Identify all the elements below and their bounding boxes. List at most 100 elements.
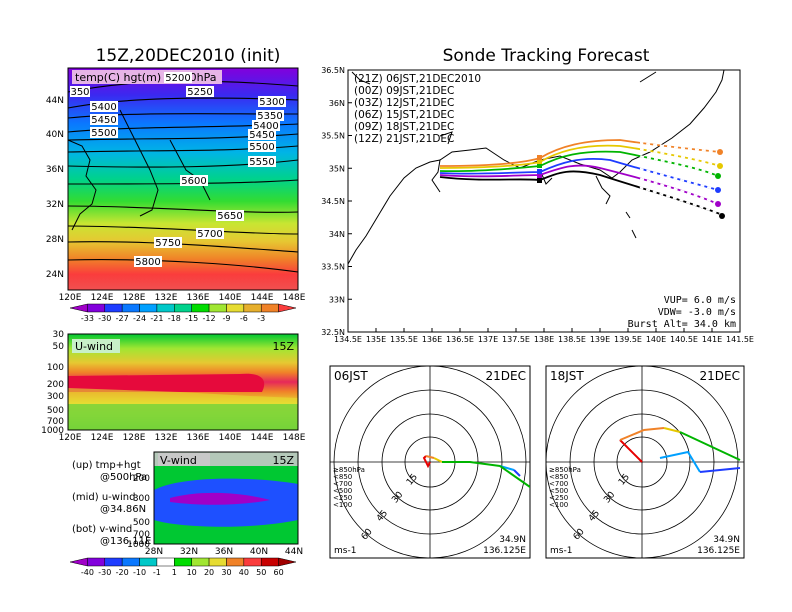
colorbar-label: -21 (150, 314, 163, 323)
track-title: Sonde Tracking Forecast (443, 46, 650, 66)
burst-point (717, 163, 723, 169)
map-lon-label: 136E (187, 293, 210, 303)
wind-colorbar-label: 50 (256, 568, 266, 577)
wind-colorbar-label: -1 (153, 568, 161, 577)
track-y-tick: 35N (329, 164, 345, 173)
uwind-y-tick: 500 (47, 406, 64, 416)
hodo-unit: ms-1 (550, 546, 572, 556)
colorbar-label: -24 (133, 314, 146, 323)
map-lat-labels: 44N 40N 36N 32N 28N 24N (46, 96, 64, 280)
uwind-x-tick: 140E (219, 433, 242, 443)
colorbar-label: -6 (240, 314, 248, 323)
svg-text:@136.11E: @136.11E (100, 536, 151, 547)
track-line (439, 164, 719, 205)
track-y-tick: 32.5N (321, 328, 345, 337)
track-x-tick: 138.5E (558, 335, 586, 344)
colorbar-label: -30 (98, 314, 111, 323)
svg-text:5250: 5250 (187, 87, 212, 98)
vwind-label: V-wind (160, 454, 197, 467)
wind-colorbar-swatch (121, 557, 140, 567)
left-title: 15Z,20DEC2010 (init) (96, 46, 281, 66)
wind-colorbar-label: -40 (81, 568, 94, 577)
track-x-tick: 137.5E (502, 335, 530, 344)
hodo-legend-entry: <100 (549, 501, 568, 509)
track-x-tick: 140E (646, 335, 666, 344)
wind-colorbar-swatch (69, 557, 88, 567)
track-y-tick: 36.5N (321, 66, 345, 75)
map-lon-label: 148E (283, 293, 306, 303)
svg-text:24N: 24N (46, 270, 64, 280)
svg-text:5450: 5450 (249, 130, 274, 141)
colorbar-label: -27 (116, 314, 129, 323)
vwind-x-tick: 28N (145, 547, 163, 557)
wind-colorbar-label: -30 (98, 568, 111, 577)
svg-text:5400: 5400 (91, 102, 116, 113)
vwind-y-tick: 200 (133, 474, 150, 484)
burst-point (715, 187, 721, 193)
track-y-tick: 34.5N (321, 197, 345, 206)
svg-text:5550: 5550 (249, 157, 274, 168)
hodo-trace (442, 461, 501, 467)
track-x-tick: 140.5E (670, 335, 698, 344)
svg-text:5600: 5600 (181, 176, 206, 187)
track-marker (537, 155, 542, 160)
track-legend-entry: (00Z) 09JST,21DEC (354, 85, 454, 97)
burst-point (715, 201, 721, 207)
hodo-trace (513, 469, 521, 477)
uwind-jet-core (68, 373, 265, 392)
wind-colorbar: -40 -30 -20 -10 -1 1 10 20 30 40 50 60 (69, 557, 297, 577)
colorbar-swatch (243, 303, 262, 313)
svg-text:5500: 5500 (249, 142, 274, 153)
vwind-x-tick: 36N (215, 547, 233, 557)
hodo-legend-entry: <850 (549, 473, 568, 481)
uwind-x-ticks: 120E 124E 128E 132E 136E 140E 144E 148E (59, 433, 306, 443)
hodo-legend-entry: <250 (549, 494, 568, 502)
wind-colorbar-swatch (243, 557, 262, 567)
vwind-time: 15Z (272, 454, 294, 467)
svg-text:5450: 5450 (91, 115, 116, 126)
temp-height-map: temp(C) hgt(m) @500hPa 5200 5250 5300 53… (46, 67, 306, 303)
track-map: 36.5N 36N 35.5N 35N 34.5N 34N 33.5N 33N 32.5N 13… (321, 66, 754, 344)
hodo-legend-entry: <250 (333, 494, 352, 502)
svg-text:5700: 5700 (197, 229, 222, 240)
hodo-legend-entry: <500 (549, 487, 568, 495)
svg-text:(up) tmp+hgt: (up) tmp+hgt (72, 460, 141, 471)
vdw-label: VDW= -3.0 m/s (658, 307, 736, 318)
uwind-label: U-wind (75, 340, 113, 353)
colorbar-swatch (208, 303, 227, 313)
uwind-x-tick: 136E (187, 433, 210, 443)
track-x-tick: 141.5E (726, 335, 754, 344)
track-x-tick: 134.5E (334, 335, 362, 344)
track-legend-entry: (09Z) 18JST,21DEC (354, 121, 454, 133)
svg-text:32N: 32N (46, 200, 64, 210)
track-x-tick: 135E (366, 335, 386, 344)
hodo-trace (433, 457, 443, 463)
svg-text:5650: 5650 (217, 211, 242, 222)
colorbar-label: -9 (222, 314, 230, 323)
track-x-tick: 137E (478, 335, 498, 344)
svg-text:5800: 5800 (135, 257, 160, 268)
hodo-trace (679, 431, 741, 461)
track-legend-entry: (12Z) 21JST,21DEC (354, 133, 454, 145)
wind-colorbar-swatch (278, 557, 297, 567)
svg-text:@500hPa: @500hPa (100, 472, 147, 483)
wind-colorbar-label: 1 (172, 568, 177, 577)
wind-colorbar-label: -10 (133, 568, 146, 577)
wind-colorbar-label: -20 (116, 568, 129, 577)
colorbar-swatch (156, 303, 175, 313)
hodo-trace (499, 465, 530, 489)
svg-text:40N: 40N (46, 130, 64, 140)
svg-text:5200: 5200 (165, 73, 190, 84)
track-marker (537, 173, 542, 178)
hodo-legend-entry: <700 (333, 480, 352, 488)
temp-colorbar: -33 -30 -27 -24 -21 -18 -15 -12 -9 -6 -3 (69, 303, 297, 323)
hodo-legend-entry: <100 (333, 501, 352, 509)
map-lon-label: 120E (59, 293, 82, 303)
hodo-trace (663, 427, 681, 433)
hodo-legend-entry: <700 (549, 480, 568, 488)
uwind-y-tick: 50 (53, 342, 65, 352)
track-marker (537, 159, 542, 164)
hodo-trace (422, 455, 431, 469)
track-marker (537, 163, 542, 168)
hodo-legend-entry: ≥850hPa (549, 466, 581, 474)
